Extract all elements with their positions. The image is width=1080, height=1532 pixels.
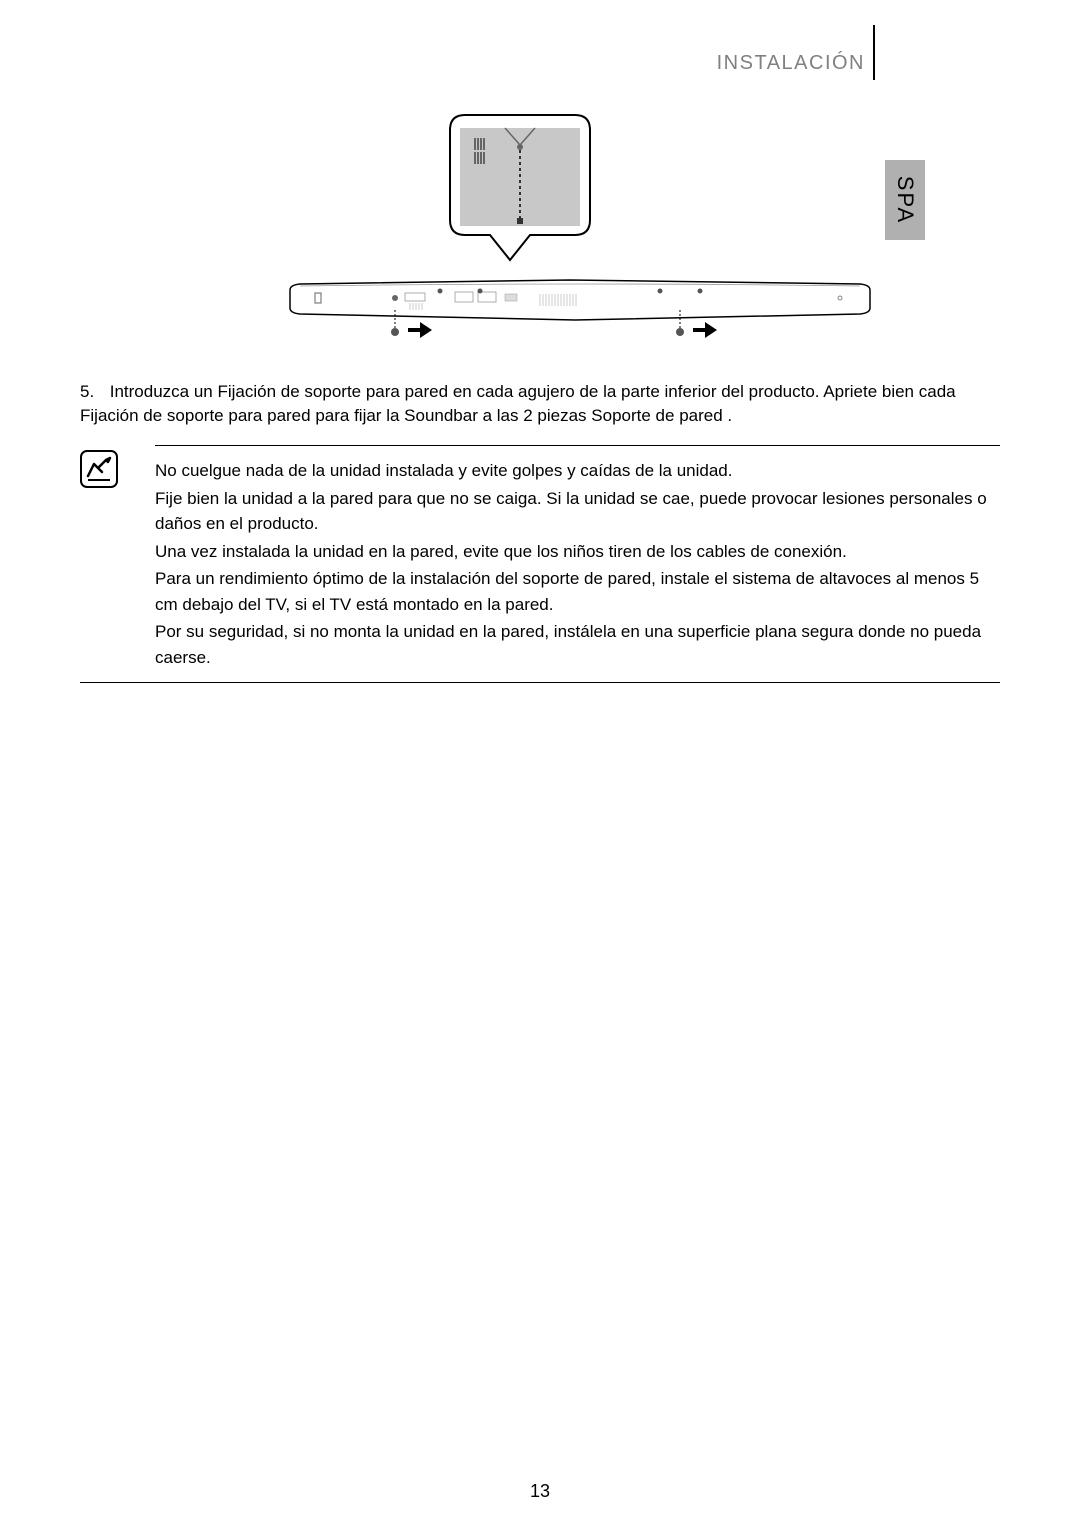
note-icon xyxy=(80,450,118,488)
step-text-4: para fijar la Soundbar a las 2 piezas xyxy=(315,406,586,425)
notes-section: No cuelgue nada de la unidad instalada y… xyxy=(80,445,1000,683)
side-tab-label: SPA xyxy=(892,176,918,224)
note-item: Una vez instalada la unidad en la pared,… xyxy=(155,539,1000,565)
header-divider xyxy=(873,25,875,80)
installation-diagram xyxy=(280,110,880,340)
section-title: INSTALACIÓN xyxy=(717,52,865,75)
step-text-2: Fijación de soporte para pared xyxy=(217,382,448,401)
note-item: No cuelgue nada de la unidad instalada y… xyxy=(155,458,1000,484)
step-text-6: . xyxy=(727,406,732,425)
step-text-1: Introduzca un xyxy=(110,382,213,401)
divider-top xyxy=(155,445,1000,446)
divider-bottom xyxy=(80,682,1000,683)
note-list: No cuelgue nada de la unidad instalada y… xyxy=(155,458,1000,670)
note-item: Por su seguridad, si no monta la unidad … xyxy=(155,619,1000,670)
page-container: INSTALACIÓN SPA xyxy=(0,0,1080,1532)
note-item: Fije bien la unidad a la pared para que … xyxy=(155,486,1000,537)
step-text-5: Soporte de pared xyxy=(591,406,722,425)
note-item: Para un rendimiento óptimo de la instala… xyxy=(155,566,1000,617)
step-instruction: 5. Introduzca un Fijación de soporte par… xyxy=(80,380,1000,428)
page-number: 13 xyxy=(530,1481,550,1502)
step-number: 5. xyxy=(80,380,105,404)
side-tab: SPA xyxy=(885,160,925,240)
